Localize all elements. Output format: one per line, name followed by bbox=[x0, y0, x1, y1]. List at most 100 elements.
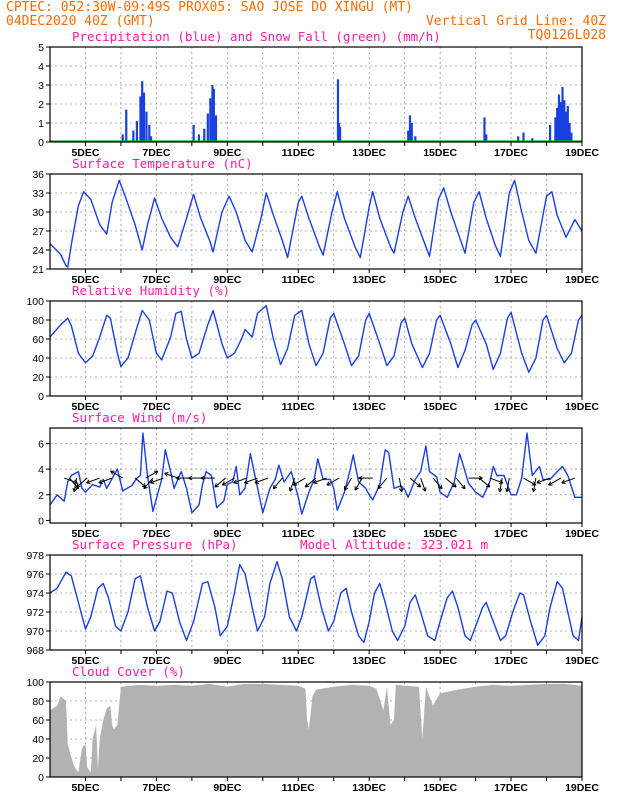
wind-vector-head bbox=[292, 481, 296, 486]
wind-vector-head bbox=[505, 487, 508, 493]
wind-vector-head bbox=[76, 483, 79, 488]
wind-vector-head bbox=[561, 479, 565, 484]
header-line-3-right: TQ0126L028 bbox=[528, 28, 606, 43]
wind-vector-shaft bbox=[506, 477, 510, 492]
precipitation-bar bbox=[197, 134, 201, 142]
wind-vector-head bbox=[418, 483, 422, 488]
y-tick-label: 976 bbox=[26, 569, 44, 581]
precipitation-bar bbox=[214, 115, 218, 142]
precipitation-bar bbox=[141, 81, 144, 142]
wind-vector-shaft bbox=[377, 477, 388, 490]
y-tick-label: 0 bbox=[38, 772, 44, 784]
wind-vector-head bbox=[533, 488, 537, 493]
precipitation-bar bbox=[139, 96, 142, 142]
x-tick-label: 9DEC bbox=[213, 528, 241, 540]
x-tick-label: 7DEC bbox=[142, 528, 170, 540]
wind-vector-head bbox=[244, 482, 249, 484]
wind-vector-arrow bbox=[145, 470, 159, 479]
x-tick-label: 13DEC bbox=[352, 655, 386, 667]
x-tick-label: 9DEC bbox=[213, 274, 241, 286]
wind-vector-arrow bbox=[304, 477, 317, 488]
wind-vector-head bbox=[175, 475, 180, 479]
wind-vector-arrow bbox=[149, 477, 164, 484]
wind-vector-head bbox=[150, 482, 155, 484]
x-tick-label: 7DEC bbox=[142, 274, 170, 286]
x-tick-label: 9DEC bbox=[213, 782, 241, 794]
wind-vector-head bbox=[155, 470, 159, 475]
wind-vector-head bbox=[110, 470, 114, 475]
x-tick-label: 5DEC bbox=[71, 782, 99, 794]
wind-vector-arrow bbox=[548, 477, 561, 486]
y-tick-label: 2 bbox=[38, 490, 44, 502]
y-tick-label: 1 bbox=[38, 118, 44, 130]
precipitation-bar bbox=[561, 86, 564, 142]
wind-vector-shaft bbox=[73, 477, 78, 492]
y-tick-label: 33 bbox=[32, 188, 44, 200]
wind-vector-head bbox=[254, 482, 259, 484]
series-line bbox=[49, 179, 583, 268]
x-tick-label: 17DEC bbox=[494, 401, 528, 413]
wind-vector-shaft bbox=[499, 477, 503, 492]
wind-vector-head bbox=[422, 488, 426, 492]
x-tick-label: 19DEC bbox=[565, 401, 599, 413]
wind-vector-arrow bbox=[110, 470, 123, 479]
wind-vector-shaft bbox=[561, 477, 576, 484]
wind-vector-shaft bbox=[326, 477, 340, 486]
precipitation-bar bbox=[559, 102, 562, 142]
wind-vector-arrow bbox=[288, 477, 296, 492]
x-tick-label: 7DEC bbox=[142, 655, 170, 667]
wind-vector-head bbox=[454, 483, 457, 488]
wind-vector-arrow bbox=[498, 477, 503, 493]
x-tick-label: 17DEC bbox=[494, 655, 528, 667]
precipitation-bar bbox=[206, 113, 209, 142]
x-tick-label: 13DEC bbox=[352, 274, 386, 286]
wind-vector-shaft bbox=[164, 472, 178, 479]
x-tick-label: 15DEC bbox=[423, 401, 457, 413]
wind-panel: Surface Wind (m/s) 0 2 4 6 5DEC 7DEC 9DEC 11DEC… bbox=[38, 410, 599, 540]
x-tick-label: 13DEC bbox=[352, 401, 386, 413]
y-tick-label: 2 bbox=[38, 99, 44, 111]
wind-vector-head bbox=[76, 485, 81, 488]
wind-vector-shaft bbox=[313, 477, 327, 484]
wind-vector-head bbox=[452, 485, 457, 488]
wind-vector-head bbox=[143, 486, 148, 490]
y-tick-label: 5 bbox=[38, 42, 44, 54]
wind-vector-head bbox=[200, 475, 205, 479]
wind-vector-shaft bbox=[445, 477, 457, 488]
wind-vector-head bbox=[536, 479, 540, 484]
y-tick-label: 60 bbox=[32, 715, 44, 727]
precipitation-title: Precipitation (blue) and Snow Fall (gree… bbox=[72, 29, 441, 44]
x-tick-label: 5DEC bbox=[71, 274, 99, 286]
x-tick-label: 15DEC bbox=[423, 782, 457, 794]
wind-vector-head bbox=[326, 481, 330, 486]
wind-vector-head bbox=[273, 486, 278, 490]
wind-vector-head bbox=[354, 487, 359, 491]
wind-vector-shaft bbox=[455, 477, 466, 490]
wind-vector-shaft bbox=[354, 477, 363, 491]
y-tick-label: 974 bbox=[26, 588, 44, 600]
wind-vector-shaft bbox=[398, 477, 403, 492]
y-tick-label: 100 bbox=[26, 677, 44, 689]
plot-frame bbox=[49, 173, 583, 270]
wind-vector-head bbox=[164, 472, 168, 477]
wind-vector-arrow bbox=[455, 477, 466, 490]
wind-vector-head bbox=[175, 477, 180, 481]
y-tick-label: 970 bbox=[26, 626, 44, 638]
wind-vector-head bbox=[478, 475, 483, 479]
x-tick-label: 5DEC bbox=[71, 655, 99, 667]
x-tick-label: 17DEC bbox=[494, 274, 528, 286]
x-tick-label: 19DEC bbox=[565, 655, 599, 667]
x-tick-label: 5DEC bbox=[71, 528, 99, 540]
precipitation-bar bbox=[209, 98, 212, 142]
wind-vector-arrow bbox=[254, 477, 269, 484]
series-line bbox=[49, 305, 583, 373]
precipitation-bar bbox=[557, 94, 561, 142]
wind-vector-shaft bbox=[523, 477, 536, 486]
y-tick-label: 4 bbox=[38, 61, 44, 73]
pressure-panel: Surface Pressure (hPa) Model Altitude: 3… bbox=[26, 537, 599, 667]
wind-vector-arrow bbox=[175, 475, 191, 481]
y-tick-label: 4 bbox=[38, 464, 44, 476]
humidity-panel: Relative Humidity (%) 0 20 40 60 80 100 5DEC 7D… bbox=[26, 283, 599, 413]
cloud-cover-title: Cloud Cover (%) bbox=[72, 664, 185, 679]
y-tick-label: 6 bbox=[38, 438, 44, 450]
